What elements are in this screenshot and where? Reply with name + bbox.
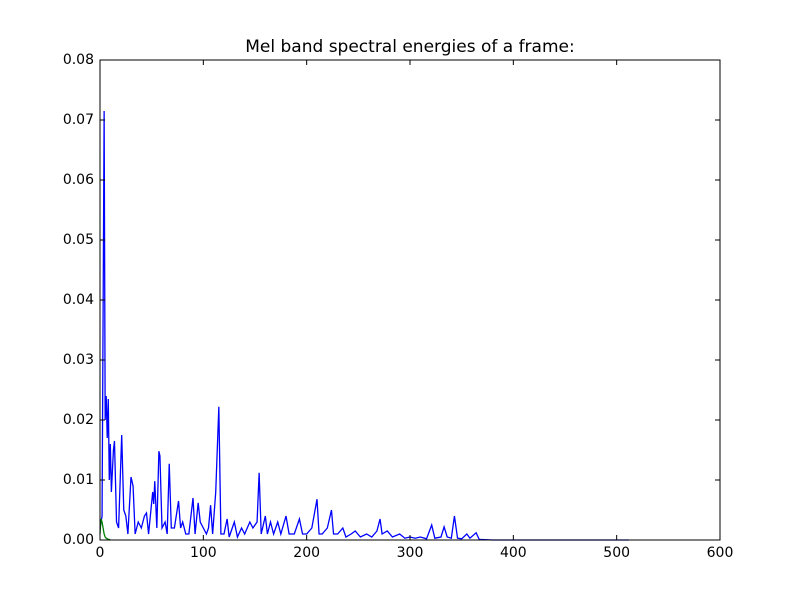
x-tick-label: 400	[500, 545, 527, 561]
y-tick-label: 0.05	[63, 232, 94, 248]
chart-title: Mel band spectral energies of a frame:	[245, 37, 574, 57]
y-tick-label: 0.00	[63, 532, 94, 548]
x-tick-label: 500	[603, 545, 630, 561]
data-line	[99, 518, 111, 541]
x-tick-label: 200	[293, 545, 320, 561]
x-tick-label: 100	[190, 545, 217, 561]
y-tick-label: 0.04	[63, 292, 94, 308]
y-tick-label: 0.02	[63, 412, 94, 428]
y-tick-label: 0.01	[63, 472, 94, 488]
y-tick-label: 0.06	[63, 172, 94, 188]
y-tick-label: 0.07	[63, 112, 94, 128]
x-tick-label: 600	[707, 545, 734, 561]
y-tick-label: 0.08	[63, 52, 94, 68]
x-tick-label: 0	[96, 545, 105, 561]
y-tick-label: 0.03	[63, 352, 94, 368]
data-line	[99, 110, 630, 541]
x-tick-label: 300	[397, 545, 424, 561]
